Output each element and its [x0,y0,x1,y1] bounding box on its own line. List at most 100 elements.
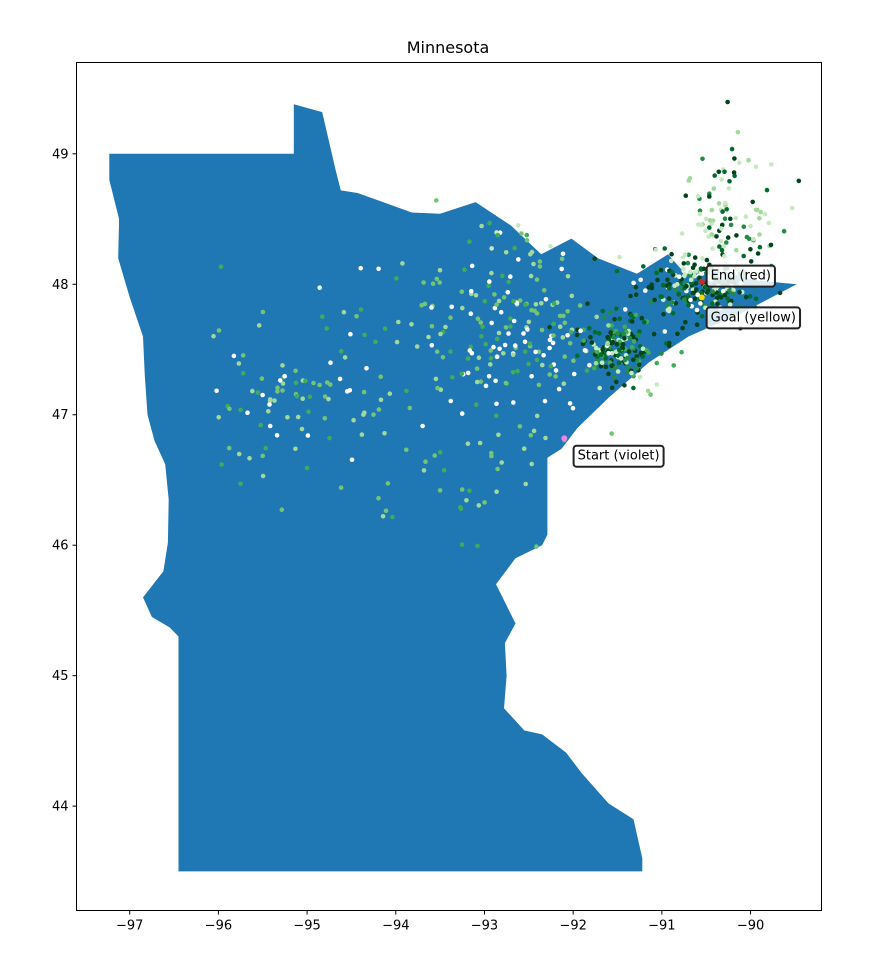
scatter-point [707,218,713,223]
scatter-point [295,414,301,420]
scatter-point [547,325,552,330]
scatter-point [703,228,708,234]
scatter-point [727,288,732,294]
scatter-point [478,320,484,325]
x-tick-label: −90 [737,919,764,934]
annotation-box [705,264,776,288]
scatter-point [517,424,523,429]
scatter-point [557,324,563,330]
scatter-point [348,331,353,337]
scatter-point [609,323,614,328]
scatter-point [324,380,330,385]
scatter-point [359,432,365,437]
scatter-point [526,361,531,367]
scatter-point [605,334,610,340]
scatter-point [741,224,747,229]
scatter-point [700,156,705,162]
scatter-point [553,368,559,373]
scatter-point [635,332,641,338]
scatter-point [631,339,637,344]
scatter-point [322,416,328,421]
scatter-point [615,421,620,427]
scatter-point [709,232,715,237]
scatter-point [658,267,664,273]
scatter-point [617,254,622,260]
scatter-point [326,396,331,402]
scatter-point [634,354,640,359]
scatter-point [615,369,621,374]
scatter-point [275,385,280,391]
scatter-point [551,301,557,306]
scatter-point [349,457,355,463]
scatter-point [495,466,500,472]
scatter-point [617,347,622,353]
scatter-point [494,354,500,360]
scatter-point [629,370,634,376]
scatter-point [697,208,703,213]
scatter-point [506,331,511,336]
x-tick-label: −97 [116,919,143,934]
scatter-point [751,236,756,242]
y-axis: 44 45 46 47 48 49 [52,147,77,815]
scatter-point [781,228,787,234]
scatter-point [324,326,330,331]
scatter-point [649,282,654,288]
scatter-point [598,352,604,358]
scatter-point [633,292,639,298]
scatter-point [553,374,558,379]
scatter-point [662,246,667,251]
scatter-point [432,453,438,458]
scatter-point [491,344,496,350]
scatter-point [732,156,737,161]
scatter-point [606,323,611,328]
scatter-point [679,231,685,236]
scatter-point [429,323,435,329]
scatter-point [593,345,599,351]
scatter-point [517,298,523,303]
scatter-point [686,178,691,183]
scatter-point [394,276,399,281]
scatter-point [548,244,553,249]
scatter-point [685,293,691,299]
scatter-point [571,358,576,364]
scatter-point [467,348,473,353]
scatter-point [631,385,636,391]
scatter-point [293,446,298,452]
scatter-point [615,331,620,337]
scatter-point [584,368,590,373]
scatter-point [682,252,688,257]
scatter-point [361,412,366,417]
scatter-point [614,342,620,347]
scatter-point [606,371,611,377]
scatter-point [680,325,685,331]
scatter-point [354,314,359,319]
scatter-point [494,489,499,495]
scatter-point [508,324,513,329]
scatter-point [547,345,552,351]
scatter-point [492,292,497,297]
scatter-point [275,389,280,394]
scatter-point [669,251,674,257]
scatter-point [648,392,653,397]
scatter-point [692,296,698,302]
scatter-point [317,285,323,291]
scatter-point [606,350,611,356]
scatter-point [475,316,481,322]
scatter-point [519,231,524,236]
x-tick-label: −91 [648,919,675,934]
scatter-point [559,256,565,262]
scatter-point [496,330,502,336]
scatter-point [322,394,328,399]
scatter-point [510,352,516,358]
annotation-box [705,306,802,330]
scatter-point [626,349,632,354]
scatter-point [255,390,261,395]
scatter-point [695,292,700,298]
scatter-point [710,292,715,298]
scatter-point [473,293,479,298]
scatter-point [294,394,300,399]
scatter-point [376,407,382,412]
scatter-point [534,357,540,363]
scatter-point [701,266,707,272]
scatter-point [614,306,619,311]
